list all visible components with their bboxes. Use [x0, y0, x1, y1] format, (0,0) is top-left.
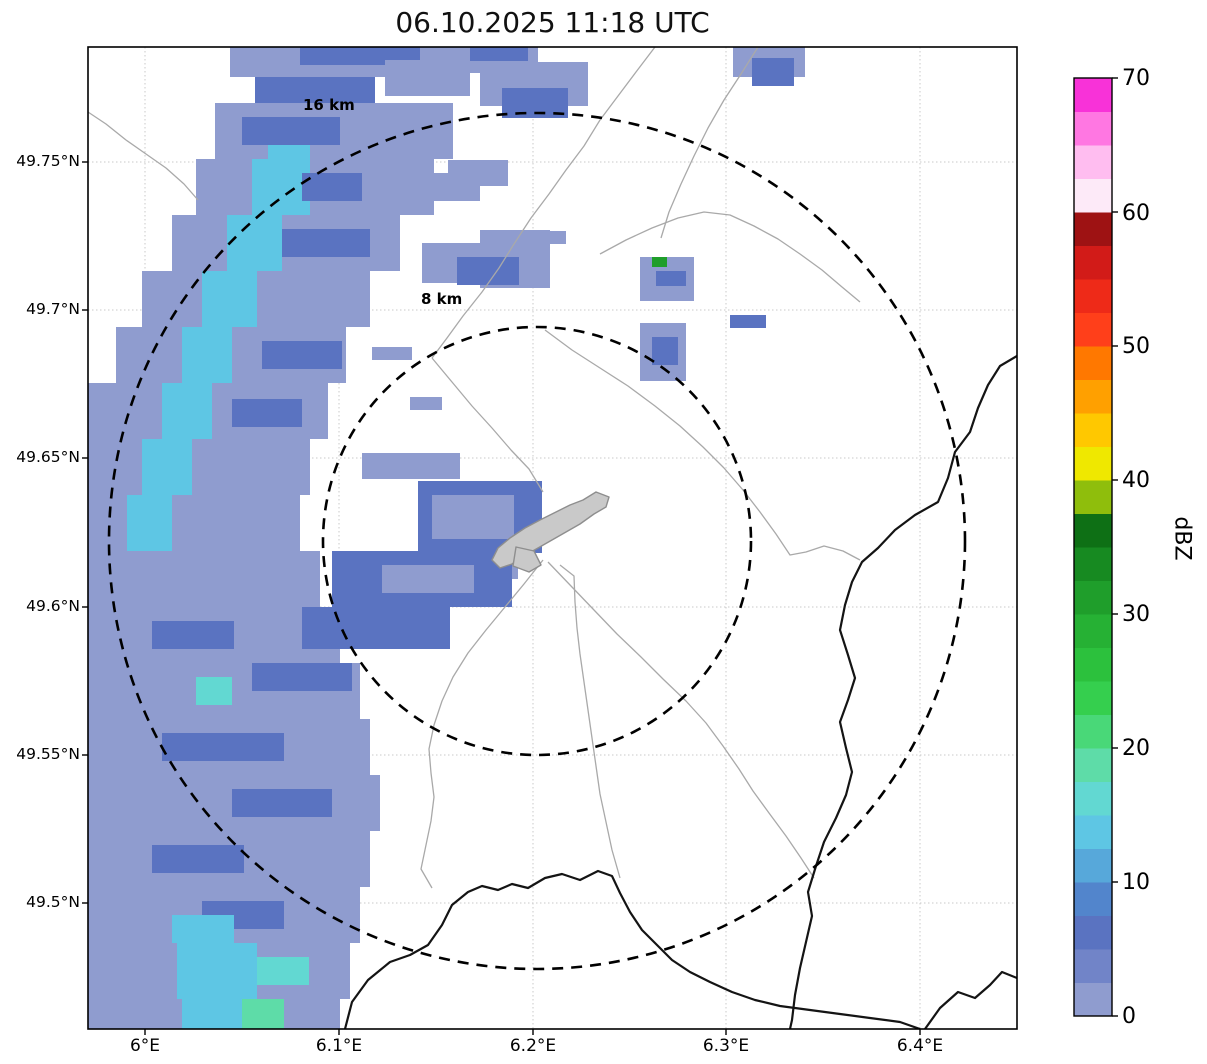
x-tick-label: 6°E: [129, 1036, 161, 1056]
colorbar-tick-label: 30: [1122, 602, 1150, 627]
colorbar-tick-label: 70: [1122, 66, 1150, 91]
chart-title: 06.10.2025 11:18 UTC: [395, 6, 710, 39]
y-tick-label: 49.5°N: [26, 893, 80, 911]
range-ring-label-8km: 8 km: [421, 290, 463, 308]
colorbar-tick-label: 50: [1122, 334, 1150, 359]
y-tick-label: 49.7°N: [26, 300, 80, 318]
x-tick-label: 6.4°E: [896, 1036, 944, 1056]
colorbar-axis-label: dBZ: [1169, 516, 1195, 561]
colorbar-tick-label: 60: [1122, 201, 1150, 226]
colorbar-tick-label: 0: [1122, 1004, 1136, 1029]
x-tick-label: 6.2°E: [509, 1036, 557, 1056]
range-ring-label-16km: 16 km: [303, 96, 355, 114]
colorbar-tick-label: 20: [1122, 736, 1150, 761]
colorbar-tick-label: 10: [1122, 870, 1150, 895]
x-tick-label: 6.3°E: [702, 1036, 750, 1056]
colorbar-tick-label: 40: [1122, 468, 1150, 493]
y-tick-label: 49.65°N: [16, 448, 80, 466]
x-tick-label: 6.1°E: [315, 1036, 363, 1056]
y-tick-label: 49.6°N: [26, 597, 80, 615]
y-tick-label: 49.75°N: [16, 152, 80, 170]
y-tick-label: 49.55°N: [16, 745, 80, 763]
